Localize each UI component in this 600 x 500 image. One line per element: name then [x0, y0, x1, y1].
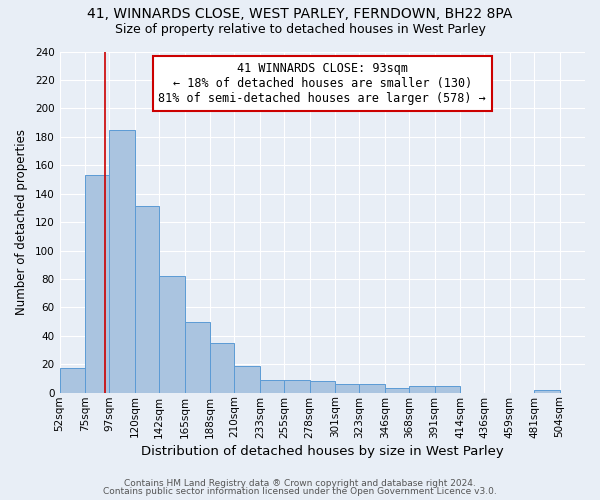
Bar [534, 390, 560, 392]
Bar [385, 388, 409, 392]
Bar [284, 380, 310, 392]
Text: 41 WINNARDS CLOSE: 93sqm
← 18% of detached houses are smaller (130)
81% of semi-: 41 WINNARDS CLOSE: 93sqm ← 18% of detach… [158, 62, 486, 104]
Text: Contains HM Land Registry data ® Crown copyright and database right 2024.: Contains HM Land Registry data ® Crown c… [124, 478, 476, 488]
Bar [85, 175, 109, 392]
Bar [235, 366, 260, 392]
Bar [159, 276, 185, 392]
Text: Contains public sector information licensed under the Open Government Licence v3: Contains public sector information licen… [103, 487, 497, 496]
Bar [109, 130, 135, 392]
X-axis label: Distribution of detached houses by size in West Parley: Distribution of detached houses by size … [141, 444, 503, 458]
Text: 41, WINNARDS CLOSE, WEST PARLEY, FERNDOWN, BH22 8PA: 41, WINNARDS CLOSE, WEST PARLEY, FERNDOW… [88, 8, 512, 22]
Y-axis label: Number of detached properties: Number of detached properties [15, 129, 28, 315]
Bar [135, 206, 159, 392]
Bar [185, 322, 210, 392]
Bar [260, 380, 284, 392]
Bar [335, 384, 359, 392]
Bar [434, 386, 460, 392]
Text: Size of property relative to detached houses in West Parley: Size of property relative to detached ho… [115, 22, 485, 36]
Bar [310, 382, 335, 392]
Bar [210, 343, 235, 392]
Bar [59, 368, 85, 392]
Bar [359, 384, 385, 392]
Bar [409, 386, 434, 392]
